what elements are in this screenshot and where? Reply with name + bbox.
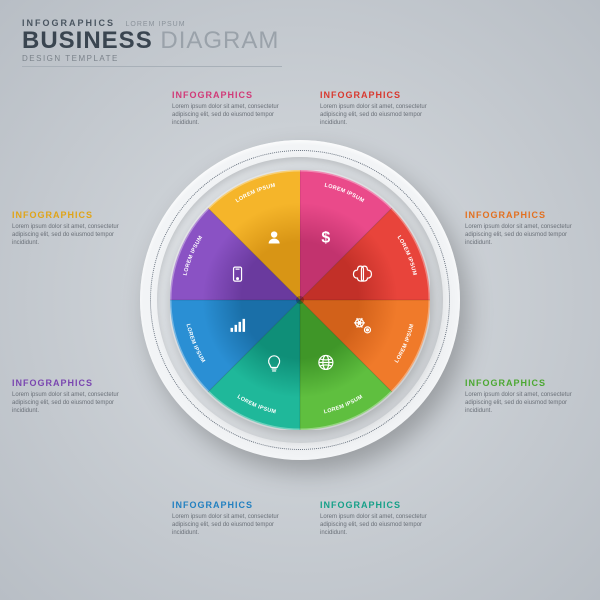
callout-body: Lorem ipsum dolor sit amet, consectetur … [172, 103, 302, 127]
callout-4: INFOGRAPHICS Lorem ipsum dolor sit amet,… [320, 500, 450, 537]
callout-title: INFOGRAPHICS [12, 378, 142, 388]
header-subtitle: DESIGN TEMPLATE [22, 54, 282, 63]
callout-title: INFOGRAPHICS [320, 90, 450, 100]
callout-body: Lorem ipsum dolor sit amet, consectetur … [465, 223, 595, 247]
callout-6: INFOGRAPHICS Lorem ipsum dolor sit amet,… [12, 378, 142, 415]
callout-0: INFOGRAPHICS Lorem ipsum dolor sit amet,… [172, 90, 302, 127]
callout-title: INFOGRAPHICS [320, 500, 450, 510]
callout-7: INFOGRAPHICS Lorem ipsum dolor sit amet,… [12, 210, 142, 247]
callout-2: INFOGRAPHICS Lorem ipsum dolor sit amet,… [465, 210, 595, 247]
callout-title: INFOGRAPHICS [465, 210, 595, 220]
pie-svg: LOREM IPSUM$LOREM IPSUM LOREM IPSUM LORE… [170, 170, 430, 430]
callout-body: Lorem ipsum dolor sit amet, consectetur … [172, 513, 302, 537]
callout-body: Lorem ipsum dolor sit amet, consectetur … [320, 103, 450, 127]
header-block: INFOGRAPHICS LOREM IPSUM BUSINESS DIAGRA… [22, 18, 282, 67]
callout-body: Lorem ipsum dolor sit amet, consectetur … [12, 391, 142, 415]
callout-title: INFOGRAPHICS [172, 500, 302, 510]
title-light: DIAGRAM [160, 27, 279, 54]
callout-body: Lorem ipsum dolor sit amet, consectetur … [320, 513, 450, 537]
callout-body: Lorem ipsum dolor sit amet, consectetur … [465, 391, 595, 415]
header-rule [22, 66, 282, 67]
callout-title: INFOGRAPHICS [12, 210, 142, 220]
header-title: BUSINESS DIAGRAM [22, 29, 282, 53]
title-bold: BUSINESS [22, 27, 153, 54]
svg-text:$: $ [321, 230, 330, 247]
callout-5: INFOGRAPHICS Lorem ipsum dolor sit amet,… [172, 500, 302, 537]
callout-1: INFOGRAPHICS Lorem ipsum dolor sit amet,… [320, 90, 450, 127]
callout-3: INFOGRAPHICS Lorem ipsum dolor sit amet,… [465, 378, 595, 415]
callout-title: INFOGRAPHICS [172, 90, 302, 100]
callout-body: Lorem ipsum dolor sit amet, consectetur … [12, 223, 142, 247]
callout-title: INFOGRAPHICS [465, 378, 595, 388]
dollar-icon: $ [321, 230, 330, 247]
